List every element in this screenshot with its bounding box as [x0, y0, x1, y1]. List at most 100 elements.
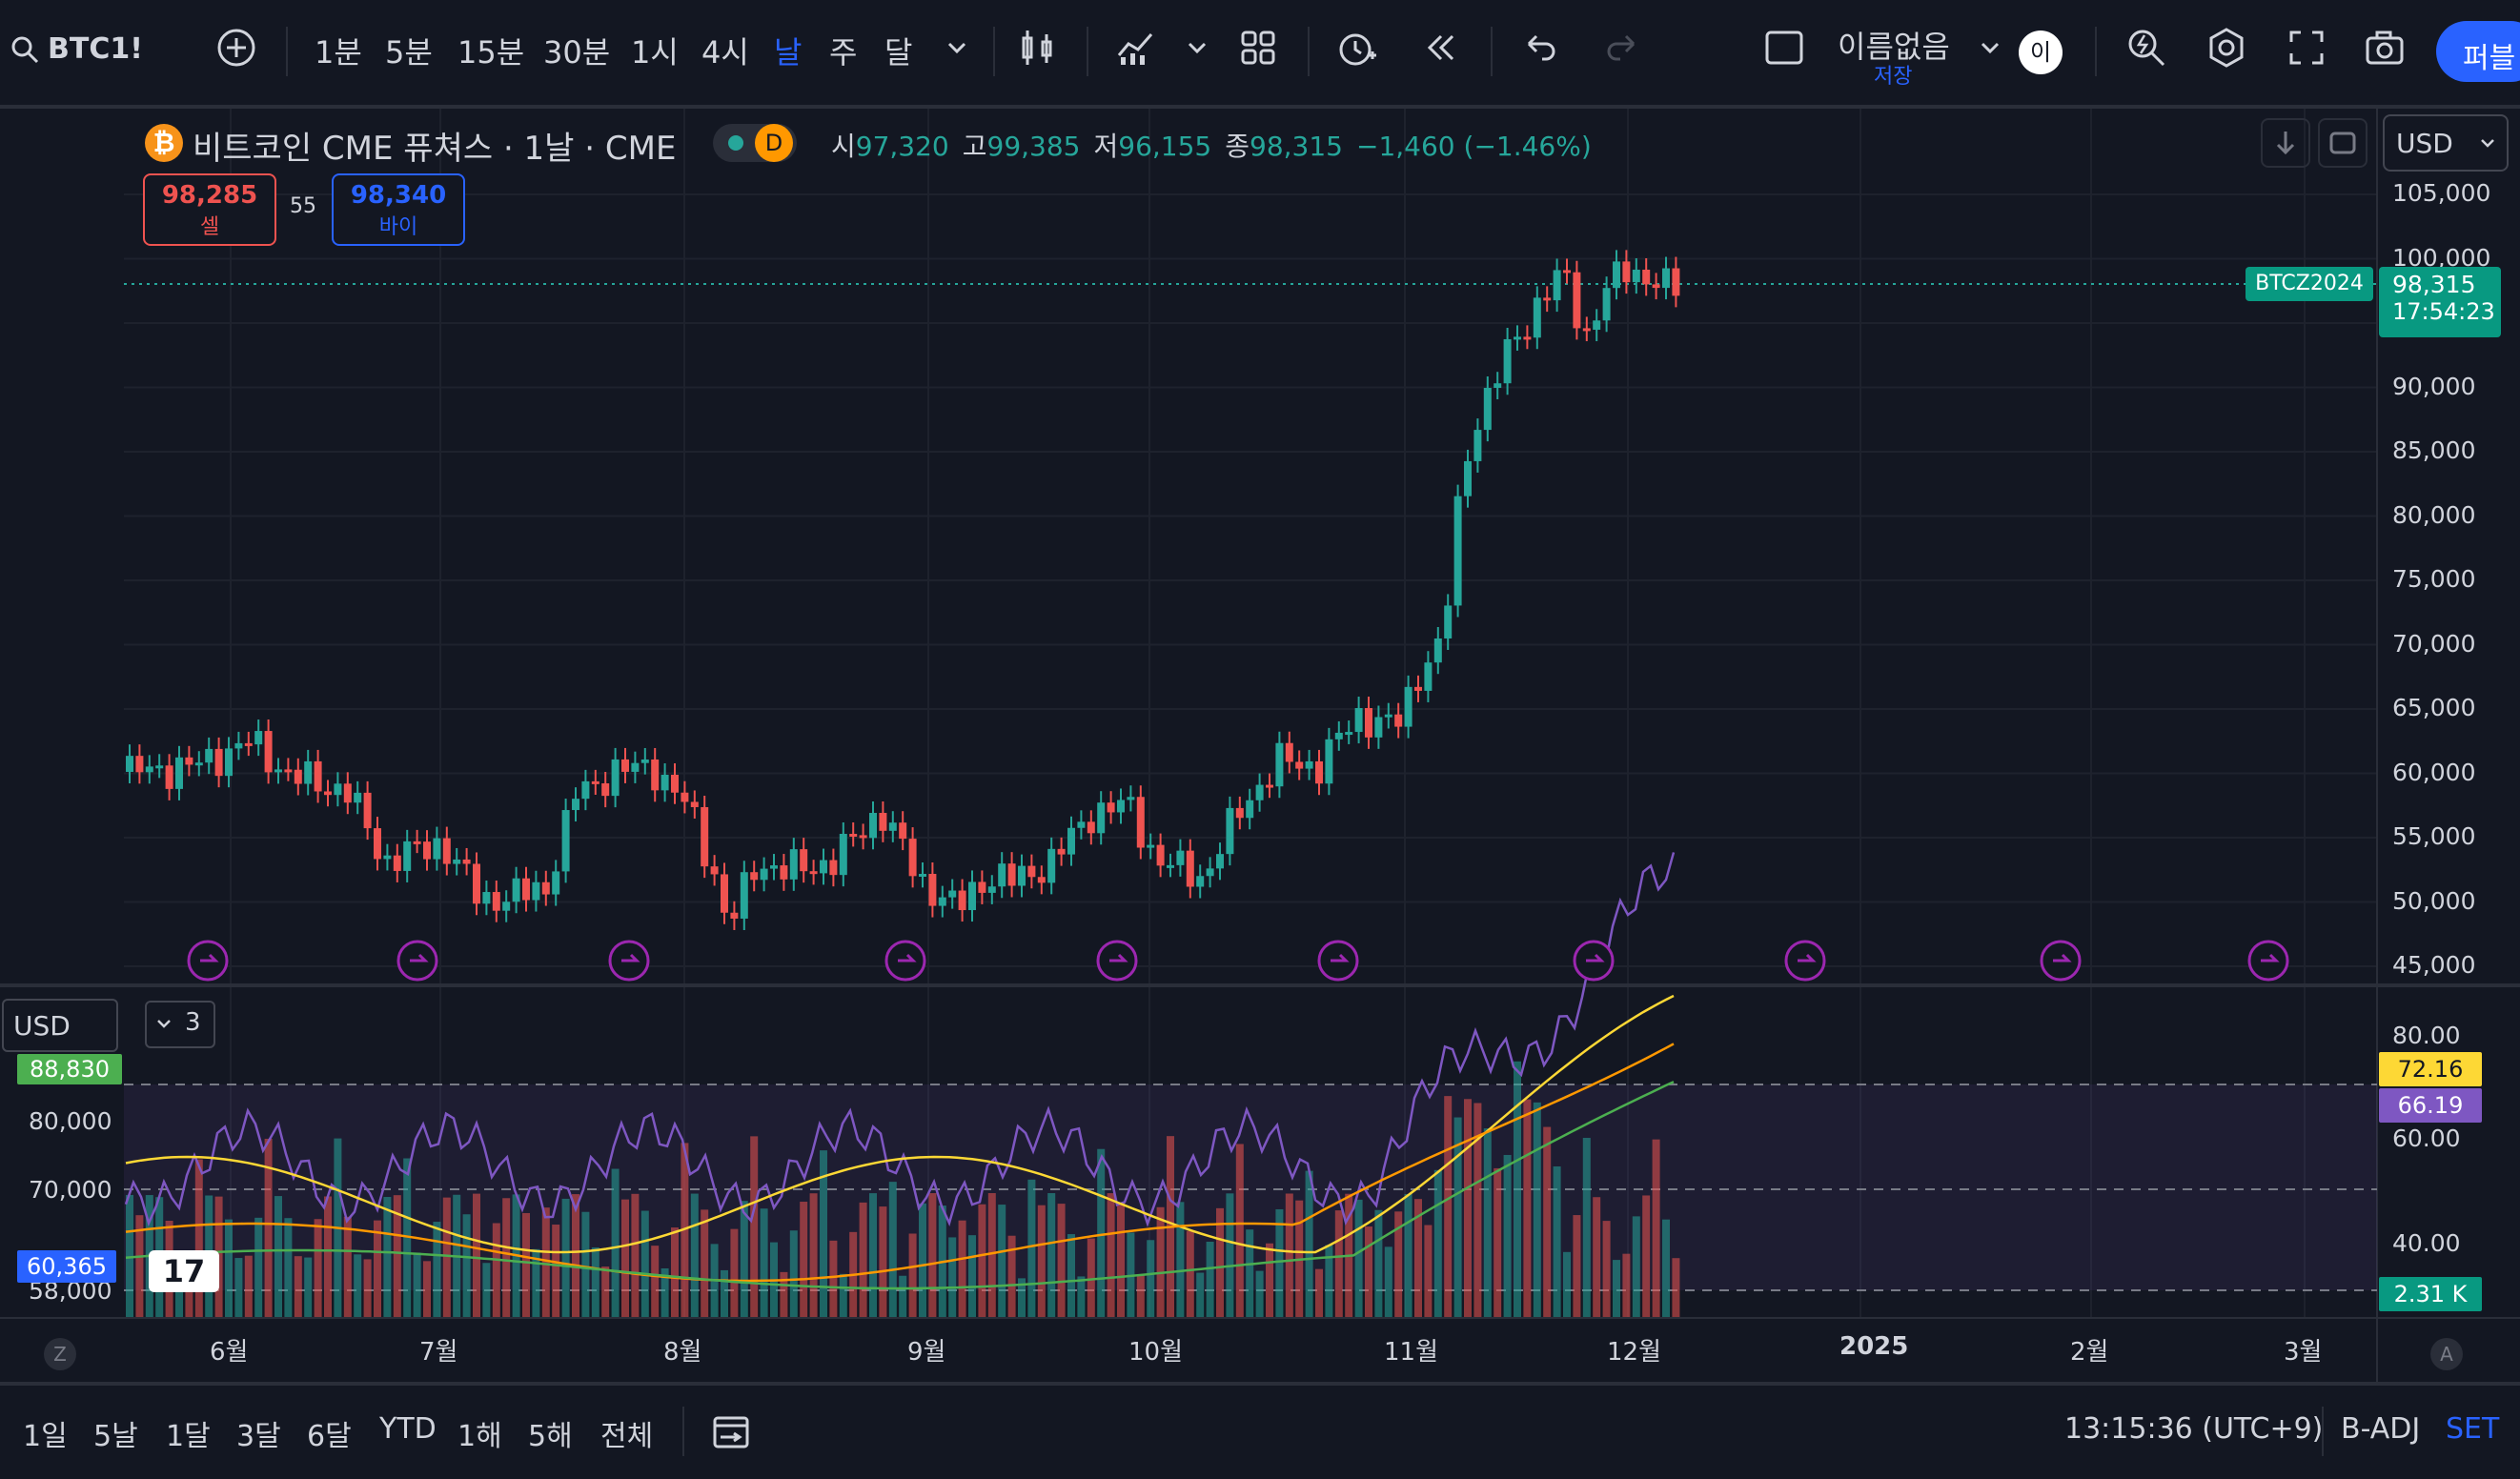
volume-bar	[809, 1193, 818, 1317]
tradingview-logo[interactable]: 17	[149, 1250, 219, 1292]
range-3m[interactable]: 3달	[236, 1420, 281, 1453]
timeframe-month[interactable]: 달	[884, 34, 913, 71]
candle-body	[1007, 863, 1016, 886]
candle-body	[829, 860, 838, 876]
scroll-to-latest-button[interactable]	[2261, 118, 2310, 168]
clock[interactable]: 13:15:36 (UTC+9)	[2064, 1412, 2324, 1446]
candle-type-icon[interactable]	[1016, 27, 1058, 69]
avatar[interactable]: 이	[2019, 30, 2063, 74]
volume-bar	[522, 1212, 530, 1317]
candle-body	[561, 810, 570, 872]
publish-button[interactable]: 퍼블	[2436, 21, 2520, 82]
chevron-down-icon	[2481, 139, 2494, 148]
volume-bar	[1543, 1126, 1552, 1317]
range-5y[interactable]: 5해	[528, 1420, 573, 1453]
chevron-down-icon[interactable]	[936, 27, 978, 69]
candle-body	[849, 833, 858, 837]
chart-area[interactable]: ₿ 비트코인 CME 퓨쳐스 · 1날 · CME D 시97,320 고99,3…	[0, 109, 2520, 1382]
currency-select-value: USD	[2396, 128, 2453, 159]
timeframe-week[interactable]: 주	[829, 34, 858, 71]
candle-body	[1067, 827, 1075, 855]
candle-body	[165, 765, 173, 789]
buy-button[interactable]: 98,340 바이	[332, 173, 465, 246]
chevron-down-icon[interactable]	[1969, 27, 2011, 69]
indicators-icon[interactable]	[1115, 27, 1157, 69]
time-axis-border	[0, 1317, 2520, 1319]
range-1y[interactable]: 1해	[457, 1420, 502, 1453]
indicator-left-label-0: 88,830	[30, 1056, 110, 1083]
market-status[interactable]: D	[713, 124, 797, 162]
volume-bar	[442, 1197, 451, 1317]
timeframe-1h[interactable]: 1시	[631, 34, 679, 71]
low-value: 96,155	[1118, 131, 1212, 162]
volume-bar	[1305, 1170, 1313, 1317]
candle-body	[928, 874, 937, 906]
open-label: 시	[831, 131, 856, 162]
compare-add-icon[interactable]	[215, 27, 257, 69]
session-toggle[interactable]: SET	[2446, 1412, 2500, 1446]
undo-icon[interactable]	[1519, 27, 1561, 69]
timeframe-day[interactable]: 날	[774, 34, 803, 71]
volume-bar	[631, 1193, 640, 1317]
range-1d[interactable]: 1일	[23, 1420, 68, 1453]
currency-select[interactable]: USD	[2383, 114, 2509, 172]
buy-price: 98,340	[350, 181, 447, 210]
range-6m[interactable]: 6달	[307, 1420, 352, 1453]
range-1m[interactable]: 1달	[166, 1420, 211, 1453]
timeframe-15m[interactable]: 15분	[457, 34, 525, 71]
volume-bar	[1414, 1199, 1422, 1317]
candle-body	[581, 780, 590, 800]
indicator-currency-select[interactable]: USD	[2, 999, 118, 1052]
candle-body	[1642, 269, 1651, 285]
volume-bar	[532, 1248, 540, 1317]
volume-bar	[561, 1198, 570, 1317]
timezone-button[interactable]: Z	[44, 1338, 76, 1370]
price-axis-label: 65,000	[2392, 694, 2476, 721]
candle-body	[770, 865, 778, 869]
layout-name[interactable]: 이름없음	[1838, 29, 1950, 65]
candle-body	[1196, 876, 1205, 887]
price-axis-label: 75,000	[2392, 565, 2476, 593]
ma-green-line	[125, 1081, 1675, 1290]
indicator-collapse-button[interactable]: 3	[145, 1001, 215, 1048]
price-chart-svg[interactable]	[0, 109, 2520, 1382]
volume-bar	[492, 1223, 500, 1317]
layout-square-icon[interactable]	[1763, 27, 1805, 69]
replay-icon[interactable]	[1420, 27, 1462, 69]
volume-bar	[473, 1193, 480, 1317]
camera-icon[interactable]	[2364, 27, 2406, 69]
price-axis-label: 50,000	[2392, 886, 2476, 915]
quick-search-icon[interactable]	[2125, 27, 2167, 69]
auto-scale-button[interactable]: A	[2430, 1338, 2463, 1370]
volume-bar	[800, 1202, 808, 1317]
sell-button[interactable]: 98,285 셀	[143, 173, 276, 246]
symbol-title[interactable]: 비트코인 CME 퓨쳐스 · 1날 · CME	[193, 130, 677, 168]
date-range-icon[interactable]	[711, 1410, 753, 1452]
redo-icon[interactable]	[1601, 27, 1643, 69]
alert-clock-icon[interactable]	[1336, 27, 1378, 69]
candle-body	[651, 759, 660, 791]
indicator-left-label-2: 70,000	[29, 1176, 112, 1204]
volume-bar	[1007, 1235, 1016, 1317]
timeframe-30m[interactable]: 30분	[543, 34, 611, 71]
chevron-down-icon[interactable]	[1176, 27, 1218, 69]
candle-body	[343, 783, 352, 803]
adjustment-toggle[interactable]: B-ADJ	[2341, 1412, 2421, 1446]
candle-body	[998, 863, 1006, 887]
reset-chart-button[interactable]	[2318, 118, 2368, 168]
layout-grid-icon[interactable]	[1237, 27, 1279, 69]
fullscreen-icon[interactable]	[2286, 27, 2327, 69]
volume-bar	[1057, 1204, 1066, 1317]
range-5d[interactable]: 5날	[93, 1420, 138, 1453]
timeframe-1m[interactable]: 1분	[315, 34, 362, 71]
candle-body	[1593, 320, 1601, 331]
settings-gear-icon[interactable]	[2205, 27, 2247, 69]
range-ytd[interactable]: YTD	[379, 1412, 437, 1446]
symbol-search[interactable]: BTC1!	[10, 25, 152, 74]
high-label: 고	[962, 131, 987, 162]
timeframe-4h[interactable]: 4시	[701, 34, 749, 71]
bottom-separator	[2322, 1407, 2324, 1456]
buy-label: 바이	[378, 215, 418, 239]
timeframe-5m[interactable]: 5분	[385, 34, 433, 71]
range-all[interactable]: 전체	[600, 1420, 654, 1453]
